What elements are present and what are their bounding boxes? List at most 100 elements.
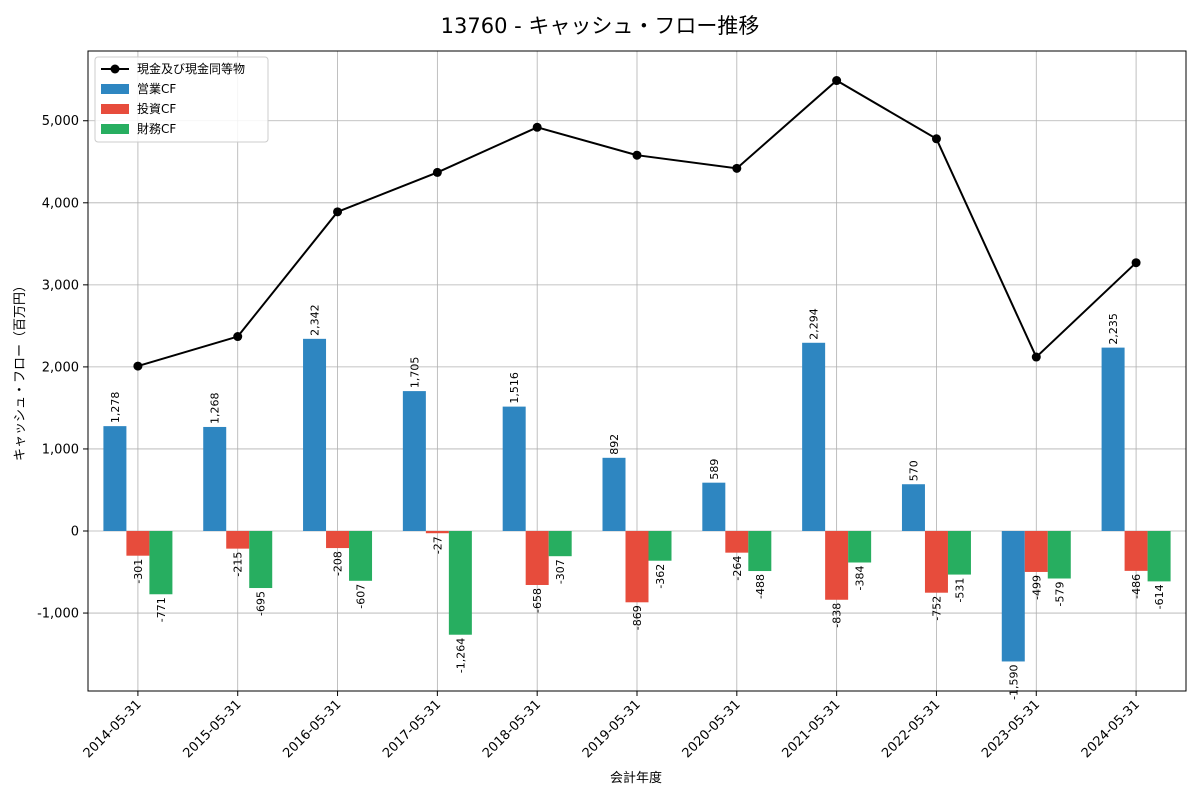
bar-投資CF bbox=[1124, 531, 1148, 571]
data-label-投資CF: -215 bbox=[232, 552, 245, 577]
y-axis-label: キャッシュ・フロー（百万円） bbox=[13, 279, 28, 461]
legend-label-investing: 投資CF bbox=[137, 101, 176, 116]
data-label-投資CF: -838 bbox=[831, 603, 844, 628]
cash-line-point bbox=[931, 134, 941, 144]
bar-財務CF bbox=[149, 531, 173, 595]
cash-line-point bbox=[133, 361, 143, 371]
y-tick-label: 4,000 bbox=[42, 196, 79, 211]
gridlines bbox=[88, 51, 1186, 691]
data-label-営業CF: 2,342 bbox=[309, 304, 322, 336]
cash-line bbox=[133, 76, 1141, 371]
cash-line-point bbox=[333, 207, 343, 217]
data-label-投資CF: -208 bbox=[332, 551, 345, 576]
legend-marker-swatch bbox=[110, 64, 120, 74]
bar-営業CF bbox=[1001, 531, 1025, 662]
data-label-営業CF: -1,590 bbox=[1007, 664, 1020, 699]
data-label-財務CF: -1,264 bbox=[454, 638, 467, 673]
y-tick-label: 5,000 bbox=[42, 114, 79, 129]
bar-営業CF bbox=[1101, 347, 1125, 531]
legend-box bbox=[94, 56, 269, 143]
data-label-投資CF: -869 bbox=[631, 605, 644, 630]
bar-投資CF bbox=[924, 531, 948, 593]
data-label-投資CF: -27 bbox=[431, 536, 444, 554]
bar-営業CF bbox=[602, 457, 626, 531]
cash-line-point bbox=[832, 76, 842, 86]
x-axis-label: 会計年度 bbox=[610, 770, 662, 786]
bar-財務CF bbox=[848, 531, 872, 563]
bar-営業CF bbox=[402, 391, 426, 531]
x-tick-label: 2018-05-31 bbox=[480, 697, 544, 761]
y-tick-label: 3,000 bbox=[42, 278, 79, 293]
cash-line-point bbox=[532, 122, 542, 132]
bar-営業CF bbox=[702, 482, 726, 531]
legend-label-operating: 営業CF bbox=[137, 82, 176, 96]
bar-投資CF bbox=[326, 531, 350, 549]
bar-財務CF bbox=[349, 531, 373, 581]
x-tick-label: 2019-05-31 bbox=[580, 697, 644, 761]
legend-label-cash: 現金及び現金同等物 bbox=[137, 61, 245, 76]
bar-営業CF bbox=[203, 426, 227, 531]
data-label-営業CF: 2,235 bbox=[1107, 313, 1120, 345]
x-tick-label: 2015-05-31 bbox=[181, 697, 245, 761]
bar-財務CF bbox=[1147, 531, 1171, 582]
data-label-財務CF: -607 bbox=[355, 584, 368, 609]
bar-投資CF bbox=[525, 531, 549, 585]
data-label-営業CF: 1,278 bbox=[109, 392, 122, 424]
y-tick-label: 1,000 bbox=[42, 442, 79, 457]
cash-line-point bbox=[732, 163, 742, 173]
legend-label-financing: 財務CF bbox=[137, 121, 176, 136]
cash-line-point bbox=[1031, 352, 1041, 362]
bar-財務CF bbox=[1047, 531, 1071, 579]
bar-財務CF bbox=[448, 531, 472, 635]
bar-営業CF bbox=[502, 406, 526, 531]
bar-投資CF bbox=[1024, 531, 1048, 572]
data-label-営業CF: 589 bbox=[708, 459, 721, 480]
data-label-営業CF: 1,268 bbox=[209, 392, 222, 424]
bar-財務CF bbox=[648, 531, 672, 561]
cash-line-point bbox=[233, 332, 243, 342]
data-label-財務CF: -695 bbox=[255, 591, 268, 616]
bar-投資CF bbox=[126, 531, 150, 556]
data-label-財務CF: -531 bbox=[953, 578, 966, 603]
data-label-財務CF: -384 bbox=[854, 566, 867, 591]
data-label-財務CF: -771 bbox=[155, 597, 168, 622]
data-label-財務CF: -614 bbox=[1153, 584, 1166, 609]
data-label-財務CF: -362 bbox=[654, 564, 667, 589]
y-tick-label: -1,000 bbox=[37, 607, 79, 622]
x-tick-label: 2024-05-31 bbox=[1079, 697, 1143, 761]
x-tick-label: 2017-05-31 bbox=[380, 697, 444, 761]
data-label-営業CF: 1,705 bbox=[408, 357, 421, 389]
data-label-投資CF: -486 bbox=[1130, 574, 1143, 599]
bars bbox=[103, 338, 1171, 662]
legend: 現金及び現金同等物 営業CF 投資CF 財務CF bbox=[94, 56, 269, 143]
data-label-営業CF: 2,294 bbox=[808, 308, 821, 340]
cash-line-point bbox=[1131, 258, 1141, 268]
bar-投資CF bbox=[825, 531, 849, 600]
bar-投資CF bbox=[625, 531, 649, 603]
data-label-財務CF: -488 bbox=[754, 574, 767, 599]
x-tick-label: 2016-05-31 bbox=[280, 697, 344, 761]
data-label-投資CF: -264 bbox=[731, 556, 744, 581]
legend-swatch-financing bbox=[101, 124, 129, 134]
data-label-財務CF: -579 bbox=[1053, 582, 1066, 607]
x-tick-label: 2021-05-31 bbox=[779, 697, 843, 761]
data-label-投資CF: -301 bbox=[132, 559, 145, 584]
bar-財務CF bbox=[249, 531, 273, 589]
bar-営業CF bbox=[103, 426, 127, 531]
bar-営業CF bbox=[802, 342, 826, 531]
bar-営業CF bbox=[303, 338, 327, 531]
x-tick-label: 2014-05-31 bbox=[81, 697, 145, 761]
x-tick-label: 2023-05-31 bbox=[979, 697, 1043, 761]
data-labels: 1,278 1,268 2,342 1,705 1,516 892 589 2,294 570 -… bbox=[109, 304, 1166, 700]
x-tick-label: 2022-05-31 bbox=[879, 697, 943, 761]
bar-投資CF bbox=[425, 531, 449, 534]
axes: -1,000 0 1,000 2,000 3,000 4,000 5,000 2014-05-… bbox=[37, 114, 1143, 761]
bar-財務CF bbox=[947, 531, 971, 575]
data-label-財務CF: -307 bbox=[554, 559, 567, 584]
bar-投資CF bbox=[226, 531, 250, 549]
data-label-投資CF: -658 bbox=[531, 588, 544, 613]
bar-営業CF bbox=[901, 484, 925, 531]
data-label-営業CF: 570 bbox=[907, 460, 920, 481]
